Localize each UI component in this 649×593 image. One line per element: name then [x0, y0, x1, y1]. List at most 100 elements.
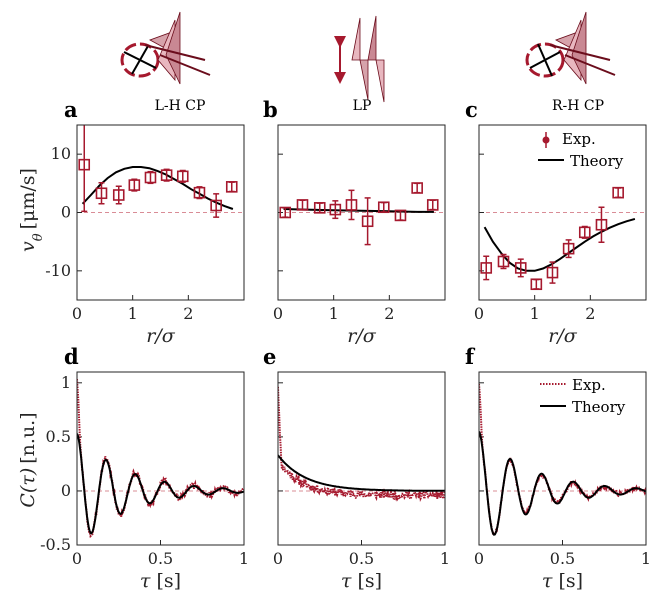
theory-curve — [483, 217, 636, 272]
x-axis-label: r/σ — [548, 325, 577, 347]
exp-point — [394, 209, 407, 222]
exp-point — [345, 199, 358, 211]
exp-point — [612, 186, 624, 199]
exp-point — [546, 266, 559, 279]
panel-frame — [277, 124, 446, 301]
x-tick-label: 2 — [585, 304, 595, 323]
panel-b: 0 1 2 r/σ — [273, 124, 446, 347]
legend-exp-marker — [542, 136, 550, 144]
x-tick-label: 1 — [329, 304, 339, 323]
theory-trace — [479, 431, 646, 536]
exp-point — [144, 171, 157, 184]
exp-point — [578, 226, 591, 239]
x-tick-label: 0 — [474, 304, 484, 323]
exp-point — [160, 169, 173, 181]
x-tick-label: 0 — [72, 304, 82, 323]
x-tick-label: 0 — [474, 549, 484, 568]
panel-frame — [478, 371, 647, 546]
y-tick-label: 0.5 — [46, 427, 71, 446]
x-tick-label: 0 — [72, 549, 82, 568]
x-axis-label: τ [s] — [140, 570, 181, 592]
exp-point — [176, 170, 189, 183]
y-tick-label: 1 — [61, 373, 71, 392]
panel-frame — [76, 371, 245, 546]
x-tick-label: 0.5 — [349, 549, 374, 568]
x-axis-var: τ — [140, 570, 151, 592]
y-tick-label: 0 — [61, 481, 71, 500]
x-tick-label: 1 — [641, 549, 649, 568]
legend-theory-label: Theory — [572, 398, 626, 416]
panel-a: 0 1 2 10 0 -10 r/σ — [45, 124, 245, 347]
legend-exp-label: Exp. — [562, 130, 596, 148]
x-axis-label: r/σ — [347, 325, 376, 347]
x-axis-unit: [s] — [351, 570, 382, 592]
panel-label-d: d — [64, 344, 79, 369]
plot-area — [480, 186, 636, 291]
exp-point — [329, 203, 342, 216]
panel-frame — [76, 124, 245, 301]
x-axis-label: τ [s] — [341, 570, 382, 592]
top-ylabel: vθ[μm/s] — [17, 168, 46, 252]
panel-c: 0 1 2 r/σ — [474, 124, 647, 347]
right-handed-circular-polarization-icon — [525, 11, 616, 85]
illustration-label: L-H CP — [155, 98, 206, 114]
plot-area — [278, 386, 445, 503]
exp-point — [210, 199, 222, 212]
theory-trace — [278, 454, 445, 492]
x-tick-label: 0.5 — [550, 549, 575, 568]
x-axis-var: τ — [341, 570, 352, 592]
x-tick-label: 2 — [384, 304, 394, 323]
illustration-label: R-H CP — [552, 98, 604, 114]
illustration-lh-cp: L-H CP — [120, 11, 211, 114]
panel-frame — [277, 371, 446, 546]
x-tick-label: 1 — [128, 304, 138, 323]
exp-point — [497, 255, 510, 268]
exp-point — [480, 262, 493, 274]
exp-point — [361, 215, 374, 228]
exp-point — [530, 278, 543, 291]
panel-label-c: c — [465, 97, 478, 122]
legend-top: Exp. Theory — [538, 130, 624, 170]
legend-theory-label: Theory — [570, 152, 624, 170]
panel-label-b: b — [263, 97, 278, 122]
exp-trace — [77, 379, 244, 539]
plot-area — [77, 379, 244, 539]
exp-point — [279, 206, 292, 219]
exp-point — [562, 242, 575, 255]
exp-point — [411, 182, 423, 194]
theory-curve — [81, 166, 234, 210]
y-tick-label: 0 — [61, 203, 71, 222]
x-tick-label: 1 — [239, 549, 249, 568]
panel-frame — [478, 124, 647, 301]
left-handed-circular-polarization-icon — [120, 11, 211, 85]
panel-label-a: a — [64, 97, 78, 122]
legend-exp-label: Exp. — [572, 376, 606, 394]
x-tick-label: 1 — [440, 549, 450, 568]
x-tick-label: 1 — [530, 304, 540, 323]
bottom-ylabel: C(τ)[n.u.] — [17, 412, 39, 507]
y-tick-label: -10 — [45, 261, 71, 280]
exp-point — [128, 179, 141, 191]
x-tick-label: 2 — [183, 304, 193, 323]
panel-f: 0 0.5 1 τ [s] — [474, 371, 649, 592]
linear-polarization-icon — [334, 15, 385, 103]
panel-label-f: f — [465, 344, 476, 369]
x-axis-label: τ [s] — [542, 570, 583, 592]
illustration-label: LP — [353, 98, 372, 114]
exp-point — [95, 187, 108, 200]
exp-point — [595, 218, 608, 231]
exp-point — [112, 189, 125, 201]
x-tick-label: 0.5 — [148, 549, 173, 568]
x-axis-unit: [s] — [150, 570, 181, 592]
x-axis-unit: [s] — [552, 570, 583, 592]
panel-d: 0 0.5 110.50-0.5τ [s] — [40, 371, 249, 592]
exp-point — [78, 158, 91, 171]
x-tick-label: 0 — [273, 304, 283, 323]
x-axis-label: r/σ — [146, 325, 175, 347]
exp-trace — [278, 386, 445, 503]
plot-area — [78, 125, 238, 218]
exp-point — [193, 186, 206, 199]
exp-point — [377, 201, 390, 214]
